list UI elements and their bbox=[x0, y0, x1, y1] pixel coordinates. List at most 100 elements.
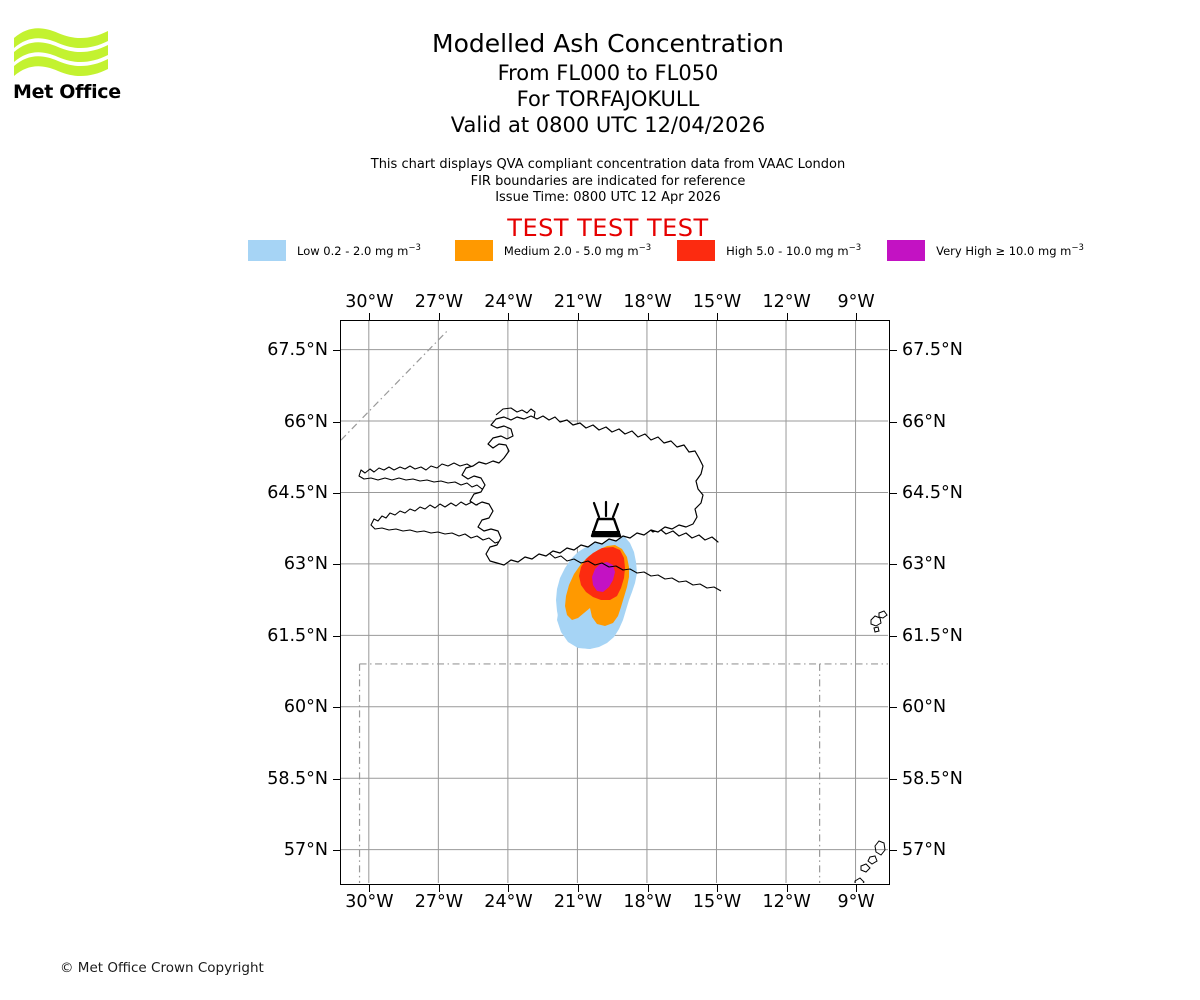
legend-item-low: Low 0.2 - 2.0 mg m−3 bbox=[248, 239, 421, 261]
lat-tick-mark-right-3 bbox=[890, 564, 897, 566]
lat-tick-mark-right-0 bbox=[890, 350, 897, 352]
legend-item-very-high: Very High ≥ 10.0 mg m−3 bbox=[887, 239, 1084, 261]
lon-tick-mark-top-0 bbox=[369, 313, 371, 320]
lon-tick-label-bottom-2: 24°W bbox=[484, 892, 533, 912]
title-valid-time: Valid at 0800 UTC 12/04/2026 bbox=[450, 113, 766, 137]
page-title: Modelled Ash Concentration bbox=[432, 29, 784, 58]
lat-tick-mark-left-7 bbox=[333, 850, 340, 852]
coastline-iceland-outline bbox=[461, 415, 704, 566]
legend-label-very-high: Very High ≥ 10.0 mg m−3 bbox=[936, 242, 1084, 258]
legend-label-high: High 5.0 - 10.0 mg m−3 bbox=[726, 242, 862, 258]
lon-tick-label-top-6: 12°W bbox=[762, 292, 811, 312]
brand-name: Met Office bbox=[13, 81, 121, 103]
lon-tick-label-bottom-7: 9°W bbox=[837, 892, 875, 912]
lon-tick-mark-top-5 bbox=[717, 313, 719, 320]
legend-swatch-medium bbox=[454, 239, 493, 261]
ash-concentration-map bbox=[341, 321, 888, 883]
legend-item-high: High 5.0 - 10.0 mg m−3 bbox=[677, 239, 861, 261]
lon-tick-label-bottom-5: 15°W bbox=[692, 892, 742, 912]
test-banner: TEST TEST TEST bbox=[507, 214, 709, 242]
lat-tick-label-right-5: 60°N bbox=[902, 697, 947, 718]
lon-tick-label-top-2: 24°W bbox=[484, 292, 533, 312]
lat-tick-label-left-5: 60°N bbox=[283, 697, 328, 718]
graticule-grid bbox=[341, 321, 888, 883]
lon-tick-mark-bottom-4 bbox=[647, 885, 649, 892]
chart-notes: This chart displays QVA compliant concen… bbox=[0, 157, 1200, 207]
title-volcano: For TORFAJOKULL bbox=[516, 87, 700, 111]
legend-label-low: Low 0.2 - 2.0 mg m−3 bbox=[297, 242, 421, 258]
note-qva: This chart displays QVA compliant concen… bbox=[370, 157, 846, 172]
lon-tick-label-bottom-1: 27°W bbox=[414, 892, 464, 912]
legend-swatch-very-high bbox=[887, 239, 926, 261]
lon-tick-mark-bottom-1 bbox=[438, 885, 440, 892]
lat-tick-label-right-2: 64.5°N bbox=[902, 483, 963, 504]
lat-tick-mark-right-2 bbox=[890, 493, 897, 495]
map-plot-area[interactable] bbox=[340, 320, 890, 885]
coastline-shetland-orkney bbox=[854, 840, 886, 883]
lat-tick-label-right-6: 58.5°N bbox=[902, 768, 963, 789]
legend-item-medium: Medium 2.0 - 5.0 mg m−3 bbox=[454, 239, 652, 261]
lat-tick-mark-right-1 bbox=[890, 421, 897, 423]
lon-tick-mark-top-2 bbox=[508, 313, 510, 320]
lat-tick-label-right-4: 61.5°N bbox=[902, 625, 963, 646]
lat-tick-mark-left-0 bbox=[333, 350, 340, 352]
lat-tick-label-right-3: 63°N bbox=[902, 554, 947, 575]
lon-tick-label-top-5: 15°W bbox=[692, 292, 742, 312]
note-fir: FIR boundaries are indicated for referen… bbox=[470, 173, 746, 189]
lon-tick-label-top-3: 21°W bbox=[553, 292, 603, 312]
lat-tick-label-left-1: 66°N bbox=[283, 411, 328, 432]
lat-tick-mark-left-1 bbox=[333, 421, 340, 423]
lon-tick-mark-bottom-6 bbox=[786, 885, 788, 892]
lon-tick-label-top-4: 18°W bbox=[623, 292, 672, 312]
lon-tick-mark-top-4 bbox=[647, 313, 649, 320]
lat-tick-label-right-7: 57°N bbox=[902, 840, 947, 861]
met-office-logo: Met Office bbox=[12, 22, 192, 103]
title-flight-levels: From FL000 to FL050 bbox=[497, 61, 719, 85]
note-issue-time: Issue Time: 0800 UTC 12 Apr 2026 bbox=[495, 190, 721, 205]
lon-tick-label-top-1: 27°W bbox=[414, 292, 464, 312]
lat-tick-mark-right-6 bbox=[890, 778, 897, 780]
lon-tick-mark-bottom-0 bbox=[369, 885, 371, 892]
lat-tick-label-left-6: 58.5°N bbox=[267, 768, 328, 789]
lat-tick-label-left-4: 61.5°N bbox=[267, 625, 328, 646]
lon-tick-mark-bottom-5 bbox=[717, 885, 719, 892]
lat-tick-label-left-7: 57°N bbox=[283, 840, 328, 861]
lon-tick-mark-top-3 bbox=[578, 313, 579, 320]
lon-tick-label-bottom-0: 30°W bbox=[345, 892, 394, 912]
legend-label-medium: Medium 2.0 - 5.0 mg m−3 bbox=[503, 242, 652, 258]
chart-title-block: Modelled Ash Concentration From FL000 to… bbox=[0, 28, 1200, 138]
lat-tick-mark-right-7 bbox=[890, 850, 897, 852]
lon-tick-mark-top-1 bbox=[438, 313, 440, 320]
fir-segment-northwest-diagonal bbox=[341, 330, 449, 441]
lon-tick-label-bottom-4: 18°W bbox=[623, 892, 672, 912]
lat-tick-mark-left-4 bbox=[333, 635, 340, 637]
concentration-legend: Low 0.2 - 2.0 mg m−3 Medium 2.0 - 5.0 mg… bbox=[248, 239, 1084, 261]
lon-tick-mark-bottom-7 bbox=[856, 885, 858, 892]
lon-tick-label-bottom-6: 12°W bbox=[762, 892, 811, 912]
lat-tick-mark-right-4 bbox=[890, 635, 897, 637]
lon-tick-mark-top-6 bbox=[786, 313, 788, 320]
lat-tick-mark-right-5 bbox=[890, 707, 897, 709]
coastline-faroe-islands bbox=[870, 610, 888, 633]
lat-tick-mark-left-5 bbox=[333, 707, 340, 709]
legend-swatch-low bbox=[248, 239, 286, 261]
lon-tick-mark-bottom-3 bbox=[578, 885, 579, 892]
lon-tick-mark-top-7 bbox=[856, 313, 858, 320]
met-office-waves-logo-icon bbox=[14, 28, 108, 77]
lon-tick-label-bottom-3: 21°W bbox=[553, 892, 603, 912]
lon-tick-mark-bottom-2 bbox=[508, 885, 510, 892]
copyright-notice: © Met Office Crown Copyright bbox=[60, 960, 264, 976]
lat-tick-label-left-3: 63°N bbox=[283, 554, 328, 575]
fir-boundary-lines bbox=[341, 330, 888, 883]
volcano-symbol-icon bbox=[590, 500, 622, 538]
legend-swatch-high bbox=[677, 239, 716, 261]
lat-tick-mark-left-6 bbox=[333, 778, 340, 780]
lat-tick-label-right-0: 67.5°N bbox=[902, 340, 963, 361]
lat-tick-label-right-1: 66°N bbox=[902, 411, 947, 432]
lon-tick-label-top-0: 30°W bbox=[345, 292, 394, 312]
lat-tick-label-left-2: 64.5°N bbox=[267, 483, 328, 504]
ash-contour-very-high bbox=[592, 562, 615, 592]
lat-tick-label-left-0: 67.5°N bbox=[267, 340, 328, 361]
lat-tick-mark-left-2 bbox=[333, 493, 340, 495]
lon-tick-label-top-7: 9°W bbox=[837, 292, 875, 312]
